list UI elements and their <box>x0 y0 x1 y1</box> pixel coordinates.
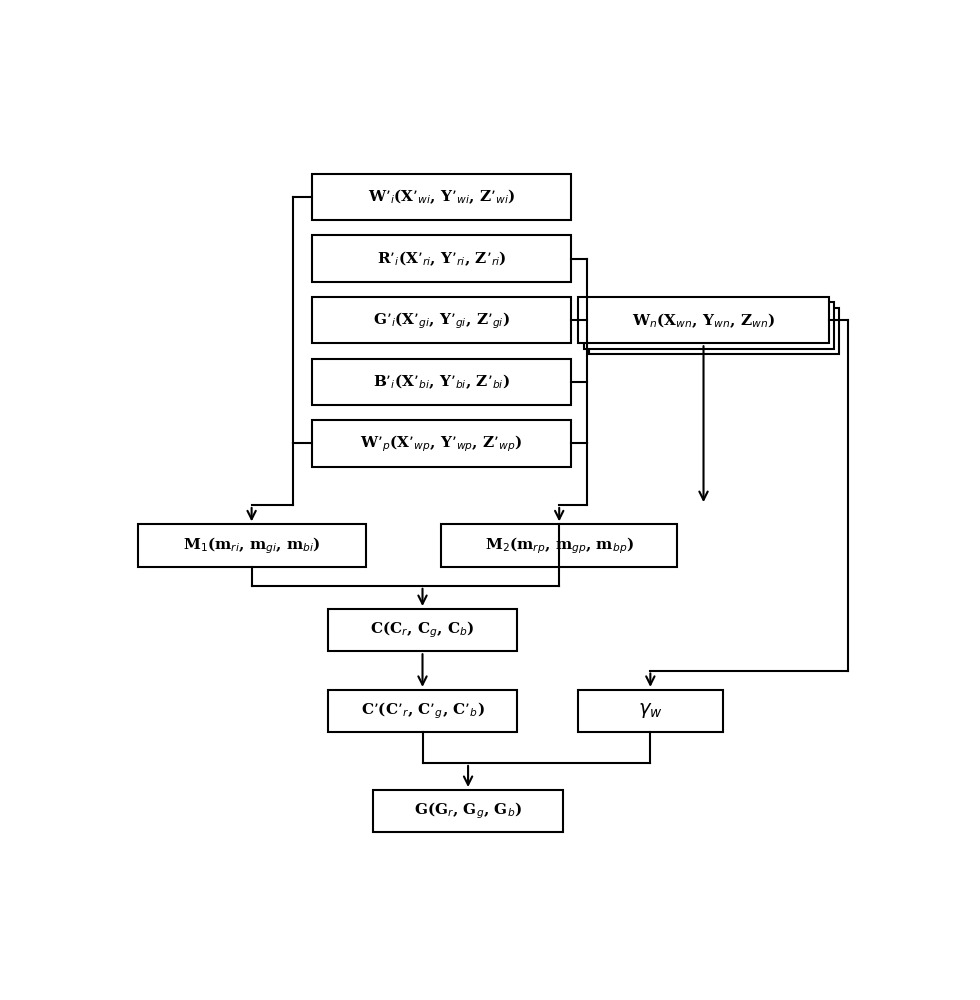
Text: G’$_i$(X’$_{gi}$, Y’$_{gi}$, Z’$_{gi}$): G’$_i$(X’$_{gi}$, Y’$_{gi}$, Z’$_{gi}$) <box>373 310 510 330</box>
Bar <box>327 690 517 732</box>
Text: C’(C’$_r$, C’$_g$, C’$_b$): C’(C’$_r$, C’$_g$, C’$_b$) <box>361 701 484 721</box>
Text: M$_2$(m$_{rp}$, m$_{gp}$, m$_{bp}$): M$_2$(m$_{rp}$, m$_{gp}$, m$_{bp}$) <box>485 535 634 556</box>
Text: W’$_p$(X’$_{wp}$, Y’$_{wp}$, Z’$_{wp}$): W’$_p$(X’$_{wp}$, Y’$_{wp}$, Z’$_{wp}$) <box>361 433 522 454</box>
Text: C(C$_r$, C$_g$, C$_b$): C(C$_r$, C$_g$, C$_b$) <box>370 620 474 640</box>
Bar <box>313 359 570 405</box>
Text: R’$_i$(X’$_{ri}$, Y’$_{ri}$, Z’$_{ri}$): R’$_i$(X’$_{ri}$, Y’$_{ri}$, Z’$_{ri}$) <box>376 249 507 268</box>
Bar <box>441 524 677 567</box>
Bar <box>327 609 517 651</box>
Bar <box>583 302 834 349</box>
Bar <box>589 308 840 354</box>
Text: G(G$_r$, G$_g$, G$_b$): G(G$_r$, G$_g$, G$_b$) <box>414 801 522 821</box>
Bar <box>137 524 366 567</box>
Bar <box>313 235 570 282</box>
Bar <box>313 420 570 466</box>
Bar <box>313 297 570 343</box>
Bar <box>373 790 563 832</box>
Text: W$_n$(X$_{wn}$, Y$_{wn}$, Z$_{wn}$): W$_n$(X$_{wn}$, Y$_{wn}$, Z$_{wn}$) <box>632 311 775 330</box>
Bar <box>578 690 722 732</box>
Text: $\gamma_w$: $\gamma_w$ <box>638 701 662 720</box>
Bar <box>313 174 570 220</box>
Text: B’$_i$(X’$_{bi}$, Y’$_{bi}$, Z’$_{bi}$): B’$_i$(X’$_{bi}$, Y’$_{bi}$, Z’$_{bi}$) <box>373 372 510 391</box>
Text: W’$_i$(X’$_{wi}$, Y’$_{wi}$, Z’$_{wi}$): W’$_i$(X’$_{wi}$, Y’$_{wi}$, Z’$_{wi}$) <box>368 188 515 206</box>
Text: M$_1$(m$_{ri}$, m$_{gi}$, m$_{bi}$): M$_1$(m$_{ri}$, m$_{gi}$, m$_{bi}$) <box>183 535 320 556</box>
Bar <box>578 297 829 343</box>
